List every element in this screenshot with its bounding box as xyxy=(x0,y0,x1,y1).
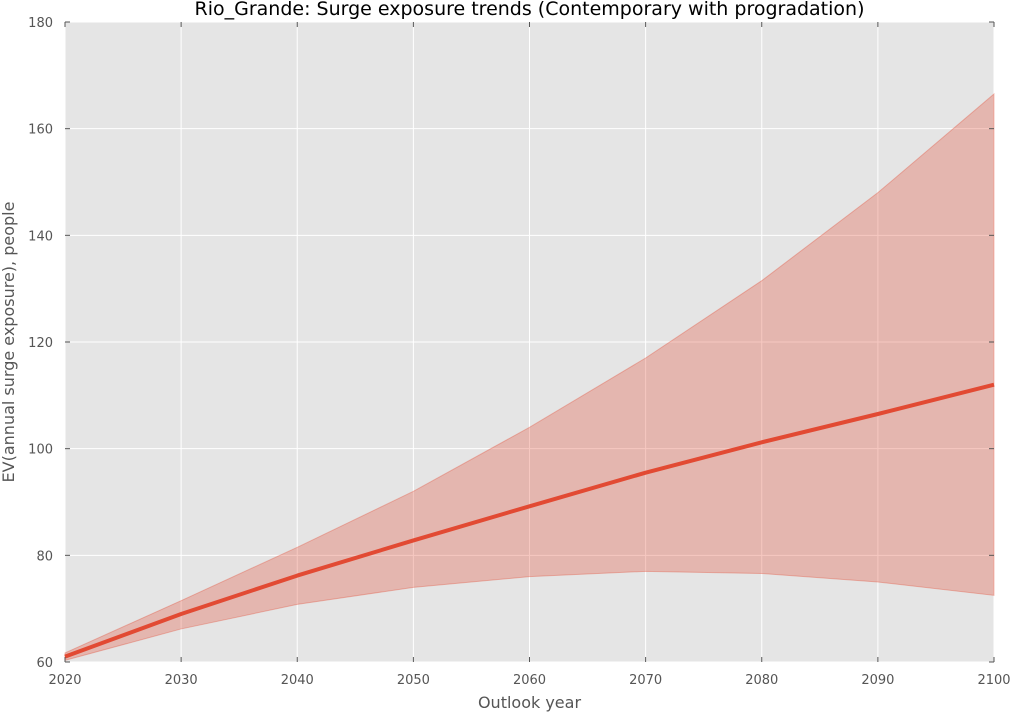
chart-title: Rio_Grande: Surge exposure trends (Conte… xyxy=(195,0,865,20)
confidence-band-layer xyxy=(64,92,995,662)
x-tick-label: 2090 xyxy=(861,673,894,688)
y-axis-label: EV(annual surge exposure), people xyxy=(0,202,18,483)
y-tick-label: 160 xyxy=(28,123,53,138)
y-tick-label: 60 xyxy=(36,656,53,671)
x-tick-label: 2050 xyxy=(397,673,430,688)
axis-ticks: 2020 2030 2040 2050 2060 2070 2080 2090 2100 60 80… xyxy=(28,16,1010,688)
x-tick-label: 2020 xyxy=(48,673,81,688)
y-tick-label: 180 xyxy=(28,16,53,31)
x-tick-label: 2080 xyxy=(745,673,778,688)
x-tick-label: 2060 xyxy=(513,673,546,688)
y-tick-label: 140 xyxy=(28,229,53,244)
y-tick-label: 120 xyxy=(28,336,53,351)
y-tick-label: 100 xyxy=(28,443,53,458)
series-line-layer xyxy=(64,382,995,659)
x-tick-label: 2030 xyxy=(165,673,198,688)
x-tick-label: 2040 xyxy=(281,673,314,688)
confidence-band xyxy=(64,92,995,662)
x-tick-label: 2070 xyxy=(629,673,662,688)
x-tick-label: 2100 xyxy=(977,673,1010,688)
y-tick-label: 80 xyxy=(36,549,53,564)
x-axis-label: Outlook year xyxy=(478,693,582,712)
series-line xyxy=(64,382,995,659)
